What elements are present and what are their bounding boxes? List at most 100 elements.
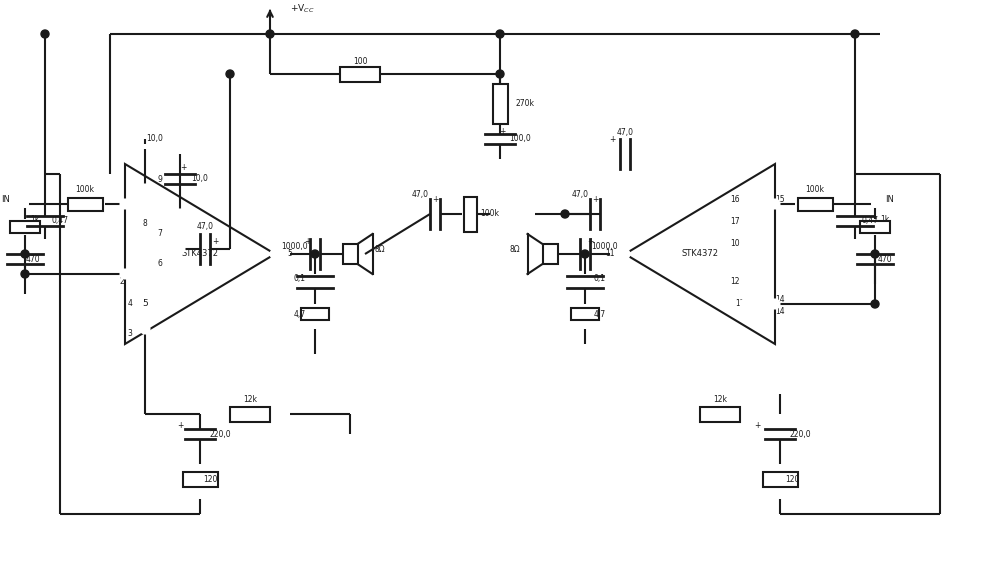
Text: 100,0: 100,0 — [509, 134, 531, 144]
Text: +: + — [180, 162, 186, 172]
Text: 100k: 100k — [76, 185, 94, 193]
Circle shape — [156, 300, 164, 308]
Text: 3: 3 — [128, 329, 132, 339]
Circle shape — [21, 270, 29, 278]
Text: 220,0: 220,0 — [209, 429, 231, 439]
Text: 470: 470 — [878, 255, 892, 263]
Circle shape — [176, 245, 184, 253]
Text: 470: 470 — [26, 255, 40, 263]
Text: 4: 4 — [128, 300, 132, 308]
Circle shape — [266, 30, 274, 38]
Circle shape — [496, 30, 504, 38]
Text: 5: 5 — [288, 249, 292, 259]
Bar — [342, 244, 358, 264]
Text: +: + — [177, 422, 183, 430]
Text: 1000,0: 1000,0 — [592, 242, 618, 251]
Text: 14: 14 — [775, 308, 785, 317]
FancyBboxPatch shape — [340, 67, 380, 82]
Text: IN: IN — [1, 194, 10, 203]
Text: 1k: 1k — [30, 214, 40, 224]
Circle shape — [871, 250, 879, 258]
FancyBboxPatch shape — [798, 197, 832, 210]
Text: 0,47: 0,47 — [52, 217, 68, 225]
Text: 13: 13 — [735, 300, 745, 308]
Text: 10: 10 — [730, 239, 740, 249]
Text: 0,47: 0,47 — [862, 217, 879, 225]
Circle shape — [770, 200, 780, 208]
Text: +: + — [499, 127, 505, 135]
Text: 7: 7 — [158, 230, 162, 238]
FancyBboxPatch shape — [700, 406, 740, 422]
Circle shape — [176, 210, 184, 218]
Text: 9: 9 — [158, 175, 162, 183]
Text: 120: 120 — [203, 474, 217, 484]
Circle shape — [120, 269, 130, 279]
Circle shape — [620, 249, 630, 259]
Text: +: + — [304, 238, 310, 246]
Text: +: + — [432, 194, 438, 203]
Text: 6: 6 — [158, 259, 162, 269]
Text: 2: 2 — [120, 277, 124, 287]
Text: 47,0: 47,0 — [196, 223, 214, 231]
Circle shape — [226, 70, 234, 78]
Text: 0,1: 0,1 — [594, 274, 606, 283]
Circle shape — [311, 250, 319, 258]
Text: 100k: 100k — [806, 185, 824, 193]
Circle shape — [716, 269, 724, 279]
Circle shape — [581, 250, 589, 258]
Circle shape — [716, 210, 724, 218]
Text: 4,7: 4,7 — [594, 310, 606, 318]
Circle shape — [140, 325, 150, 333]
Text: 47,0: 47,0 — [572, 189, 588, 199]
Circle shape — [496, 70, 504, 78]
Text: 4,7: 4,7 — [294, 310, 306, 318]
Text: 10,0: 10,0 — [147, 134, 163, 144]
Text: 0,1: 0,1 — [294, 274, 306, 283]
Circle shape — [872, 201, 878, 207]
Circle shape — [22, 201, 28, 207]
Circle shape — [851, 30, 859, 38]
Text: 120: 120 — [785, 474, 799, 484]
Text: +: + — [212, 237, 218, 245]
Text: 270k: 270k — [516, 99, 534, 109]
Text: 220,0: 220,0 — [789, 429, 811, 439]
Text: 100k: 100k — [480, 210, 500, 218]
Circle shape — [740, 300, 750, 308]
FancyBboxPatch shape — [182, 471, 218, 486]
Text: 10,0: 10,0 — [192, 175, 208, 183]
FancyBboxPatch shape — [763, 471, 798, 486]
Text: 16: 16 — [730, 194, 740, 203]
Text: STK4372: STK4372 — [182, 249, 218, 259]
Bar — [542, 244, 558, 264]
FancyBboxPatch shape — [492, 84, 508, 124]
Text: 12: 12 — [730, 277, 740, 287]
Text: 15: 15 — [775, 194, 785, 203]
Text: 8Ω: 8Ω — [375, 245, 385, 253]
Text: +: + — [592, 194, 598, 203]
Circle shape — [270, 249, 280, 259]
Text: 12k: 12k — [243, 395, 257, 404]
FancyBboxPatch shape — [860, 221, 890, 233]
FancyBboxPatch shape — [10, 221, 40, 233]
Circle shape — [750, 204, 760, 214]
FancyBboxPatch shape — [301, 308, 329, 320]
Text: 1k: 1k — [880, 214, 890, 224]
Text: 100: 100 — [353, 57, 367, 65]
Circle shape — [140, 185, 150, 193]
Text: 1000,0: 1000,0 — [282, 242, 308, 251]
Text: IN: IN — [885, 194, 894, 203]
Text: 5: 5 — [142, 300, 148, 308]
Text: 17: 17 — [730, 217, 740, 227]
Text: 14: 14 — [775, 294, 785, 304]
FancyBboxPatch shape — [230, 406, 270, 422]
Text: 12k: 12k — [713, 395, 727, 404]
Text: +: + — [754, 422, 760, 430]
Circle shape — [871, 300, 879, 308]
Text: 47,0: 47,0 — [616, 127, 634, 137]
Text: 47,0: 47,0 — [412, 189, 428, 199]
Text: +: + — [587, 238, 593, 246]
Text: +: + — [609, 134, 615, 144]
Circle shape — [770, 300, 780, 308]
Text: 8Ω: 8Ω — [510, 245, 520, 253]
Circle shape — [561, 210, 569, 218]
